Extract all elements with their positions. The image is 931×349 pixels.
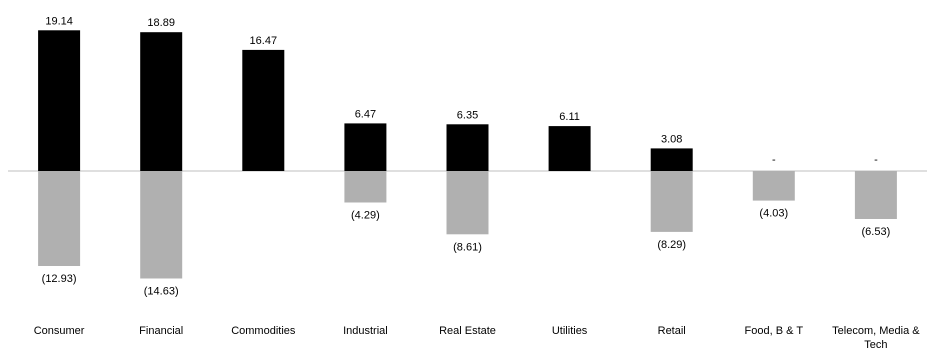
category-label-utilities: Utilities [552, 325, 588, 337]
category-label-commodities: Commodities [231, 325, 296, 337]
bar-negative-industrial [344, 171, 387, 203]
bar-positive-consumer [38, 30, 81, 171]
bar-negative-retail [650, 171, 693, 232]
value-label-positive-financial: 18.89 [147, 17, 175, 29]
value-labels-group: 19.14 (12.93) 18.89 (14.63) 16.47 6.47 (4.29) 6… [42, 15, 891, 297]
value-label-positive-industrial: 6.47 [355, 108, 376, 120]
bar-positive-industrial [344, 123, 387, 171]
category-label-telecom-media-tech: Telecom, Media & Tech [832, 325, 920, 349]
value-label-negative-financial: (14.63) [144, 286, 179, 298]
bar-negative-real-estate [446, 171, 489, 235]
bar-positive-retail [650, 148, 693, 171]
bar-negative-consumer [38, 171, 81, 266]
value-label-negative-consumer: (12.93) [42, 273, 77, 285]
bar-positive-commodities [242, 49, 285, 171]
bar-negative-telecom-media-tech [854, 171, 897, 219]
value-label-positive-consumer: 19.14 [45, 15, 73, 27]
category-label-financial: Financial [139, 325, 183, 337]
category-label-food-b-t: Food, B & T [745, 325, 804, 337]
bar-negative-financial [140, 171, 183, 279]
value-label-negative-real-estate: (8.61) [453, 241, 482, 253]
value-label-positive-utilities: 6.11 [559, 111, 580, 123]
category-labels-group: Consumer Financial Commodities Industrial Re… [34, 325, 921, 349]
value-label-positive-commodities: 16.47 [250, 35, 278, 47]
value-label-positive-retail: 3.08 [661, 133, 682, 145]
category-label-industrial: Industrial [343, 325, 388, 337]
value-label-positive-telecom-media-tech: - [874, 154, 878, 166]
value-label-negative-food-b-t: (4.03) [759, 208, 788, 220]
value-label-negative-retail: (8.29) [657, 239, 686, 251]
category-label-retail: Retail [658, 325, 686, 337]
bar-positive-utilities [548, 126, 591, 171]
bar-positive-financial [140, 32, 183, 172]
bars-group [38, 30, 897, 279]
category-label-consumer: Consumer [34, 325, 85, 337]
value-label-negative-telecom-media-tech: (6.53) [862, 226, 891, 238]
value-label-positive-real-estate: 6.35 [457, 109, 478, 121]
bar-positive-real-estate [446, 124, 489, 171]
value-label-negative-industrial: (4.29) [351, 210, 380, 222]
value-label-positive-food-b-t: - [772, 154, 776, 166]
bar-negative-food-b-t [752, 171, 795, 201]
category-label-real-estate: Real Estate [439, 325, 496, 337]
